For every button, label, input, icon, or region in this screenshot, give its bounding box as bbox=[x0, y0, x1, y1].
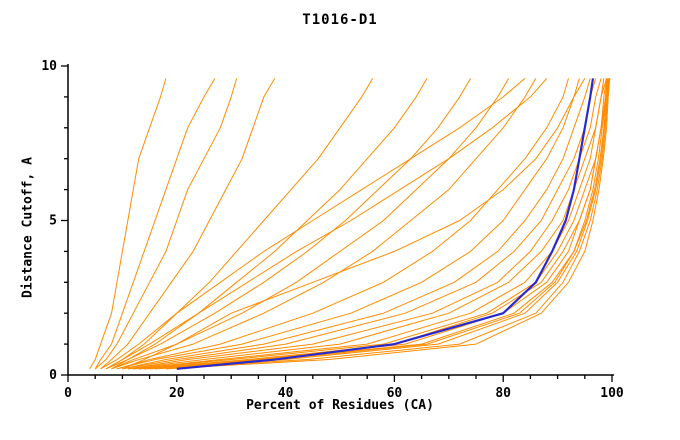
x-tick-label: 40 bbox=[278, 386, 294, 401]
series-model-17 bbox=[133, 78, 608, 370]
series-model-14 bbox=[127, 78, 602, 370]
series-selected-model bbox=[176, 78, 595, 370]
series-model-19 bbox=[144, 78, 609, 370]
x-tick-label: 20 bbox=[169, 386, 185, 401]
y-axis-label: Distance Cutoff, A bbox=[20, 157, 36, 298]
series-model-12 bbox=[122, 78, 591, 370]
y-tick-label: 10 bbox=[41, 59, 57, 74]
series-model-01 bbox=[89, 78, 167, 370]
series-model-20 bbox=[149, 78, 610, 370]
series-model-02 bbox=[94, 78, 216, 370]
series-model-16 bbox=[133, 78, 608, 370]
x-tick-label: 100 bbox=[600, 386, 624, 401]
series-model-08 bbox=[111, 78, 510, 370]
series-model-07 bbox=[105, 78, 471, 370]
series-model-22 bbox=[165, 78, 611, 370]
x-tick-label: 80 bbox=[495, 386, 511, 401]
series-model-10 bbox=[116, 78, 569, 370]
x-tick-label: 0 bbox=[64, 386, 72, 401]
series-model-04 bbox=[100, 78, 276, 370]
series-model-11 bbox=[116, 78, 580, 370]
series-model-06 bbox=[105, 78, 428, 370]
series-model-21 bbox=[155, 78, 610, 370]
series-model-09 bbox=[111, 78, 537, 370]
series-model-05 bbox=[100, 78, 374, 370]
chart-title: T1016-D1 bbox=[302, 12, 378, 28]
series-model-27 bbox=[144, 78, 609, 370]
series-model-24 bbox=[111, 78, 548, 370]
x-tick-label: 60 bbox=[387, 386, 403, 401]
y-tick-label: 0 bbox=[49, 368, 57, 383]
x-axis-label: Percent of Residues (CA) bbox=[246, 398, 434, 413]
y-tick-label: 5 bbox=[49, 214, 57, 229]
series-model-03 bbox=[94, 78, 238, 370]
series-model-23 bbox=[122, 78, 586, 370]
series-model-15 bbox=[127, 78, 605, 370]
series-model-25 bbox=[105, 77, 526, 370]
